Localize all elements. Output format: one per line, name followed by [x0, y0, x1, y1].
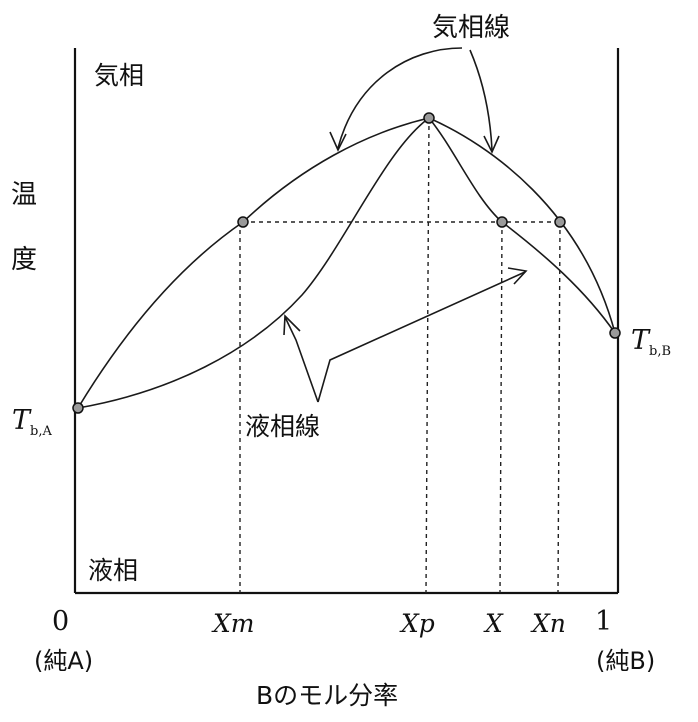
tick-label-xp: Xp	[399, 609, 435, 638]
tick-label-xm: Xm	[211, 609, 255, 638]
x-axis-zero: 0	[52, 606, 69, 637]
vapor-line-arrow-right	[469, 49, 493, 151]
liquid-line-arrow-right	[317, 271, 526, 403]
dashed-drop-x	[499, 221, 503, 594]
point-azeotrope	[423, 112, 435, 124]
vapor-line-arrowhead-left	[329, 131, 347, 152]
point-tbb	[609, 327, 621, 339]
point-xm	[237, 216, 249, 228]
boiling-point-b-label: Tb,B	[631, 325, 671, 359]
point-x	[496, 216, 508, 228]
dashed-drop-xn	[557, 221, 561, 594]
vapor-curve	[77, 117, 616, 409]
x-axis-label: Bのモル分率	[256, 681, 398, 710]
tick-label-x: X	[483, 609, 504, 638]
liquid-line-label: 液相線	[245, 412, 320, 441]
liquid-line-arrowhead-right	[507, 267, 528, 285]
x-axis-one: 1	[595, 606, 612, 637]
liquid-line-arrowhead-left	[283, 314, 301, 336]
y-axis-label-bottom: 度	[11, 245, 37, 275]
pure-b-note: (純B)	[596, 647, 655, 675]
tick-label-xn: Xn	[530, 609, 566, 638]
point-xn	[554, 216, 566, 228]
liquid-region-label: 液相	[88, 556, 138, 585]
dashed-drop-xp	[425, 117, 430, 594]
point-tba	[72, 402, 84, 414]
liquid-curve	[77, 116, 616, 409]
boiling-point-a-label: Tb,A	[12, 405, 52, 439]
liquid-line-arrow-left	[284, 316, 319, 403]
pure-a-note: (純A)	[34, 647, 93, 675]
vapor-line-label: 気相線	[432, 13, 510, 43]
vapor-line-arrow-left	[337, 47, 463, 149]
vapor-region-label: 気相	[94, 61, 144, 90]
y-axis-label-top: 温	[11, 180, 37, 210]
vapor-line-arrowhead-right	[483, 135, 500, 154]
